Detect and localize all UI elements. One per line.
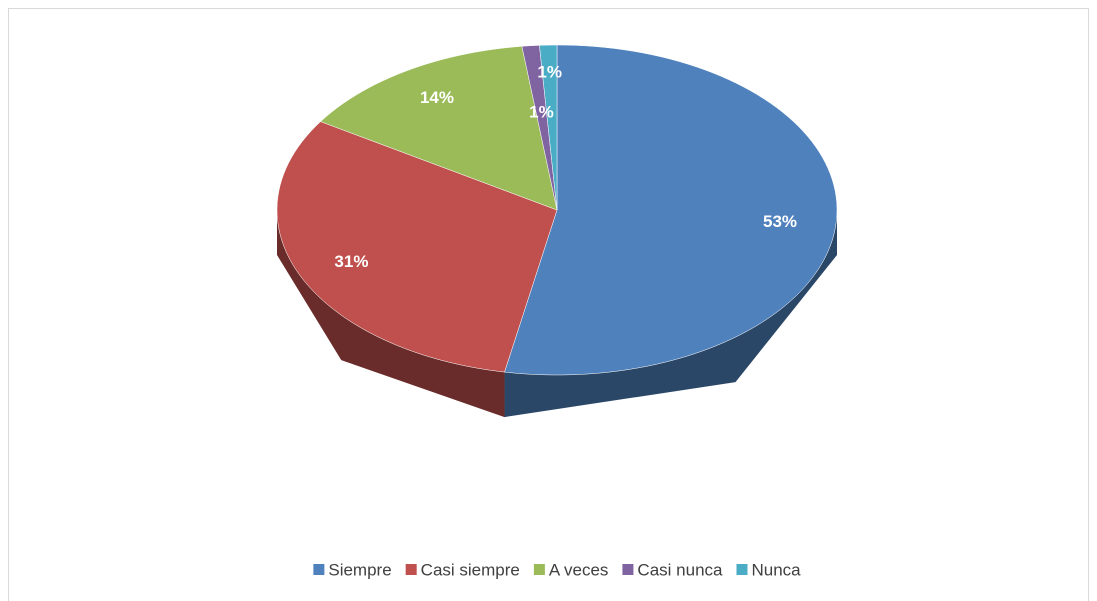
legend-swatch	[736, 564, 748, 575]
slice	[504, 44, 838, 376]
data-label: 31%	[334, 252, 368, 271]
legend-label: Siempre	[328, 560, 391, 579]
data-label: 1%	[529, 103, 554, 122]
legend-swatch	[313, 564, 325, 575]
legend-label: Casi nunca	[637, 560, 723, 579]
legend-label: A veces	[549, 560, 609, 579]
slice-side	[277, 210, 505, 418]
legend-swatch	[405, 564, 417, 575]
legend-swatch	[533, 564, 545, 575]
legend-label: Casi siempre	[421, 560, 520, 579]
slice	[276, 121, 558, 373]
data-label: 53%	[763, 212, 797, 231]
legend-label: Nunca	[751, 560, 801, 579]
data-label: 1%	[537, 63, 562, 82]
slice-side	[504, 210, 837, 418]
legend-swatch	[622, 564, 634, 575]
data-label: 14%	[420, 88, 454, 107]
slice	[320, 46, 558, 211]
slice	[539, 44, 558, 211]
